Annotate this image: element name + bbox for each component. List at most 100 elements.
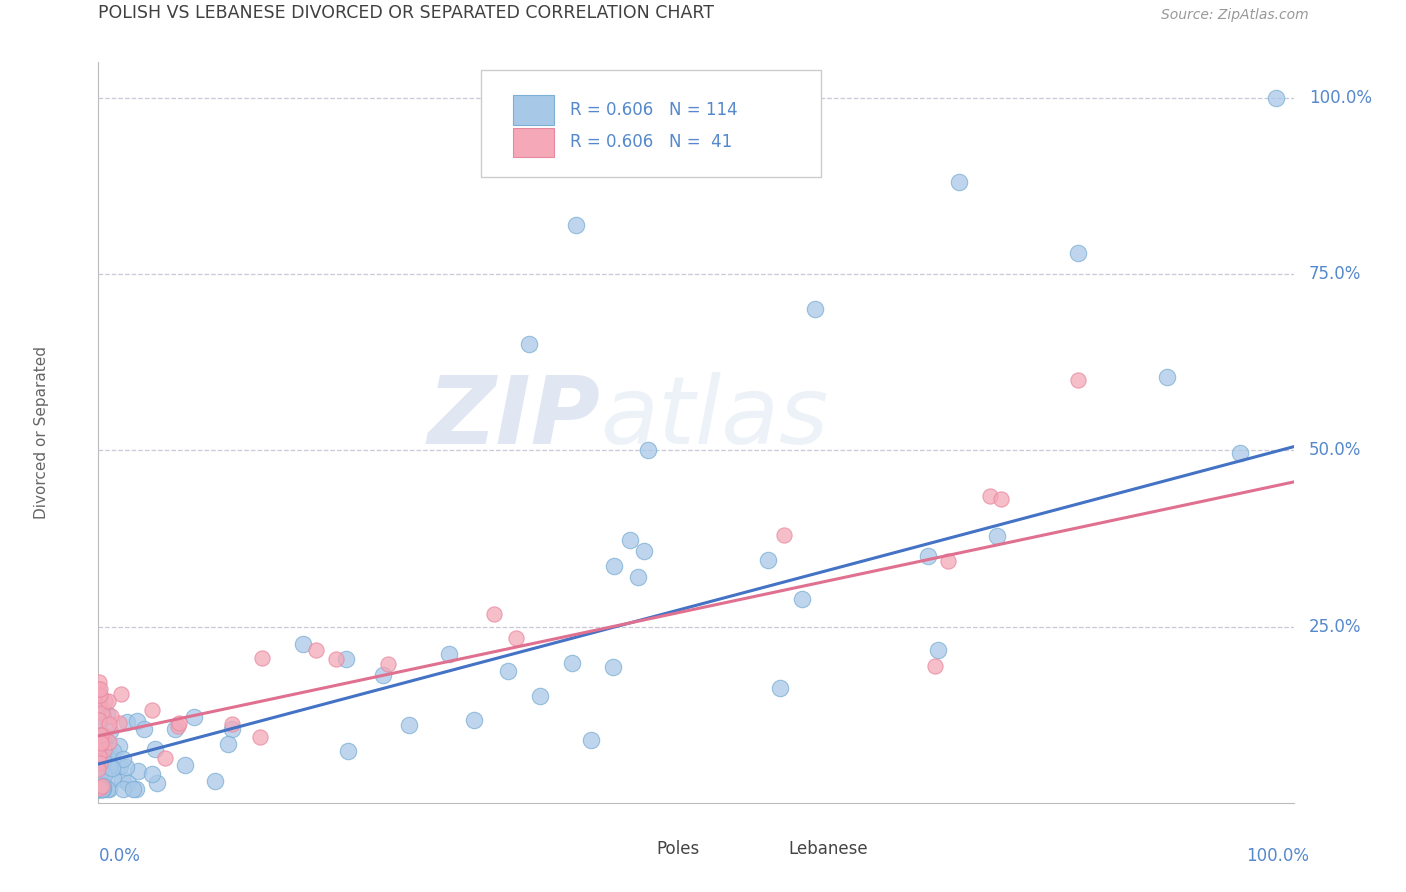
FancyBboxPatch shape: [737, 835, 775, 864]
Point: [565, 218, 588, 232]
FancyBboxPatch shape: [513, 128, 554, 157]
Point: [112, 781, 135, 796]
Point: [155, 751, 177, 765]
Point: [87, 761, 110, 775]
Point: [87, 781, 110, 796]
Point: [167, 719, 190, 733]
Point: [1264, 91, 1286, 105]
Point: [87, 691, 110, 706]
Point: [91, 781, 114, 796]
Text: 25.0%: 25.0%: [1309, 617, 1361, 635]
Point: [108, 759, 131, 773]
Point: [579, 732, 602, 747]
Point: [87, 739, 110, 754]
Point: [91, 781, 114, 796]
Point: [89, 689, 111, 703]
Point: [398, 718, 420, 732]
Point: [93, 743, 115, 757]
Point: [98, 747, 121, 761]
Point: [87, 764, 110, 778]
Point: [90, 749, 112, 764]
Point: [93, 753, 115, 767]
Text: 0.0%: 0.0%: [98, 847, 141, 865]
Point: [122, 781, 145, 796]
Point: [89, 763, 111, 777]
Point: [91, 758, 114, 772]
Point: [633, 543, 655, 558]
Point: [1156, 370, 1178, 384]
Point: [110, 687, 132, 701]
Point: [619, 533, 641, 547]
Text: Lebanese: Lebanese: [787, 840, 868, 858]
Text: R = 0.606   N = 114: R = 0.606 N = 114: [571, 101, 738, 119]
Point: [87, 762, 110, 776]
Point: [174, 758, 197, 772]
Point: [89, 781, 111, 796]
Point: [127, 714, 149, 728]
Point: [97, 735, 120, 749]
Point: [87, 759, 110, 773]
Point: [90, 737, 112, 751]
Point: [87, 765, 110, 780]
Point: [529, 690, 551, 704]
Point: [117, 715, 139, 730]
Point: [97, 760, 120, 774]
Text: POLISH VS LEBANESE DIVORCED OR SEPARATED CORRELATION CHART: POLISH VS LEBANESE DIVORCED OR SEPARATED…: [98, 4, 714, 21]
Point: [87, 762, 110, 776]
Text: 100.0%: 100.0%: [1246, 847, 1309, 865]
Point: [146, 775, 169, 789]
Point: [517, 337, 540, 351]
Point: [204, 774, 226, 789]
Point: [91, 748, 114, 763]
Point: [90, 702, 112, 716]
Point: [89, 766, 111, 780]
Point: [101, 744, 124, 758]
Point: [87, 682, 110, 697]
Point: [127, 764, 149, 778]
Point: [89, 735, 111, 749]
Point: [773, 528, 796, 542]
Point: [94, 745, 117, 759]
Point: [97, 749, 120, 764]
Point: [90, 706, 112, 721]
Point: [90, 774, 112, 789]
Point: [90, 730, 112, 744]
Point: [87, 779, 110, 793]
Text: R = 0.606   N =  41: R = 0.606 N = 41: [571, 134, 733, 152]
Point: [87, 719, 110, 733]
FancyBboxPatch shape: [513, 95, 554, 125]
Point: [924, 658, 946, 673]
Point: [87, 698, 110, 713]
Point: [927, 642, 949, 657]
Point: [1229, 445, 1251, 459]
Text: 100.0%: 100.0%: [1309, 88, 1372, 107]
Point: [221, 722, 243, 736]
Point: [89, 739, 111, 753]
Point: [218, 737, 240, 751]
Text: ZIP: ZIP: [427, 372, 600, 464]
Point: [505, 631, 527, 645]
Text: atlas: atlas: [600, 372, 828, 463]
Point: [96, 755, 118, 769]
Point: [325, 652, 347, 666]
Point: [250, 651, 273, 665]
Point: [125, 781, 148, 796]
Point: [756, 553, 779, 567]
Point: [90, 753, 112, 767]
Point: [100, 748, 122, 763]
Point: [111, 772, 134, 786]
Point: [91, 781, 114, 796]
Point: [111, 752, 134, 766]
Point: [93, 735, 115, 749]
Point: [141, 703, 163, 717]
Point: [89, 744, 111, 758]
Point: [377, 657, 399, 671]
Point: [96, 781, 118, 796]
Text: 75.0%: 75.0%: [1309, 265, 1361, 283]
Point: [87, 781, 110, 796]
Point: [91, 739, 114, 754]
Point: [986, 529, 1008, 543]
Point: [108, 739, 131, 754]
Point: [792, 591, 814, 606]
Point: [87, 781, 110, 796]
